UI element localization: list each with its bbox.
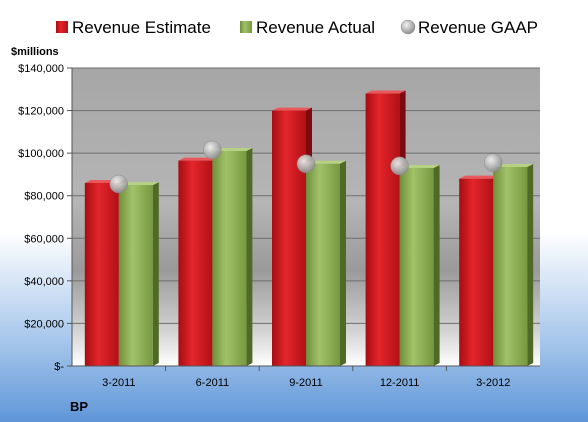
legend-label: Revenue GAAP (418, 18, 538, 37)
bar-revenue-actual-side (340, 160, 346, 366)
x-tick-label: 3-2012 (476, 377, 510, 389)
axis-layer: $- $20,000 $40,000 $60,000 $80,000 $100,000 $1… (18, 63, 540, 389)
bar-revenue-estimate-face (272, 110, 306, 366)
bar-revenue-actual-side (527, 163, 534, 366)
bar-revenue-estimate-face (178, 160, 213, 366)
bar-revenue-actual-top (212, 148, 253, 152)
bar-revenue-actual-top (118, 182, 159, 186)
bar-revenue-estimate-face (365, 93, 400, 367)
legend-label: Revenue Actual (256, 18, 375, 37)
company-label: BP (70, 399, 88, 414)
legend-swatch-gaap (400, 19, 416, 35)
y-tick-label: $20,000 (24, 318, 64, 330)
marker-revenue-gaap (296, 154, 316, 174)
y-tick-label: $80,000 (24, 191, 64, 203)
marker-revenue-gaap (109, 174, 129, 194)
bar-revenue-actual (493, 163, 534, 366)
legend-revenue-actual: Revenue Actual (240, 18, 375, 37)
y-tick-label: $60,000 (24, 233, 64, 245)
y-tick-label: $140,000 (18, 63, 64, 75)
marker-revenue-gaap (203, 140, 222, 160)
y-tick-label: $120,000 (18, 106, 64, 118)
bar-revenue-estimate-top (272, 107, 312, 111)
x-tick-label: 9-2011 (289, 377, 322, 389)
marker-revenue-gaap (483, 153, 503, 172)
y-tick-label: $- (54, 361, 64, 373)
markers-layer (109, 140, 503, 194)
legend-swatch-red (56, 21, 68, 33)
x-tick-label: 3-2011 (102, 377, 135, 389)
bar-revenue-actual (399, 165, 440, 366)
y-tick-label: $40,000 (24, 276, 64, 288)
bar-revenue-actual-side (246, 148, 253, 366)
bar-revenue-actual-face (306, 163, 340, 366)
bar-revenue-actual-face (399, 168, 434, 366)
bar-revenue-actual (306, 160, 346, 366)
bar-revenue-estimate-face (459, 178, 494, 366)
marker-revenue-gaap (390, 156, 409, 176)
bar-revenue-actual-face (118, 185, 153, 366)
legend-revenue-estimate: Revenue Estimate (56, 18, 211, 37)
y-tick-label: $100,000 (18, 148, 64, 160)
y-axis-unit-label: $millions (11, 46, 59, 58)
bar-revenue-actual-face (212, 151, 247, 366)
bar-revenue-actual-face (493, 166, 528, 366)
bar-revenue-actual-top (399, 165, 440, 169)
bar-revenue-actual (118, 182, 159, 366)
x-tick-label: 6-2011 (196, 377, 229, 389)
bar-revenue-estimate-top (365, 90, 406, 94)
bar-revenue-actual-side (433, 165, 440, 366)
legend-label: Revenue Estimate (72, 18, 211, 37)
x-tick-label: 12-2011 (380, 377, 420, 389)
bar-revenue-estimate-face (84, 182, 119, 366)
bar-revenue-actual (212, 148, 253, 366)
bar-revenue-estimate-top (459, 175, 500, 179)
bar-revenue-actual-top (493, 163, 534, 167)
bar-revenue-estimate-top (178, 157, 219, 161)
bar-revenue-actual-side (152, 182, 159, 366)
legend-swatch-green (240, 21, 252, 33)
bar-revenue-actual-top (306, 160, 346, 164)
legend-revenue-gaap: Revenue GAAP (400, 18, 538, 37)
legend: Revenue Estimate Revenue Actual Revenue GA… (56, 18, 538, 37)
